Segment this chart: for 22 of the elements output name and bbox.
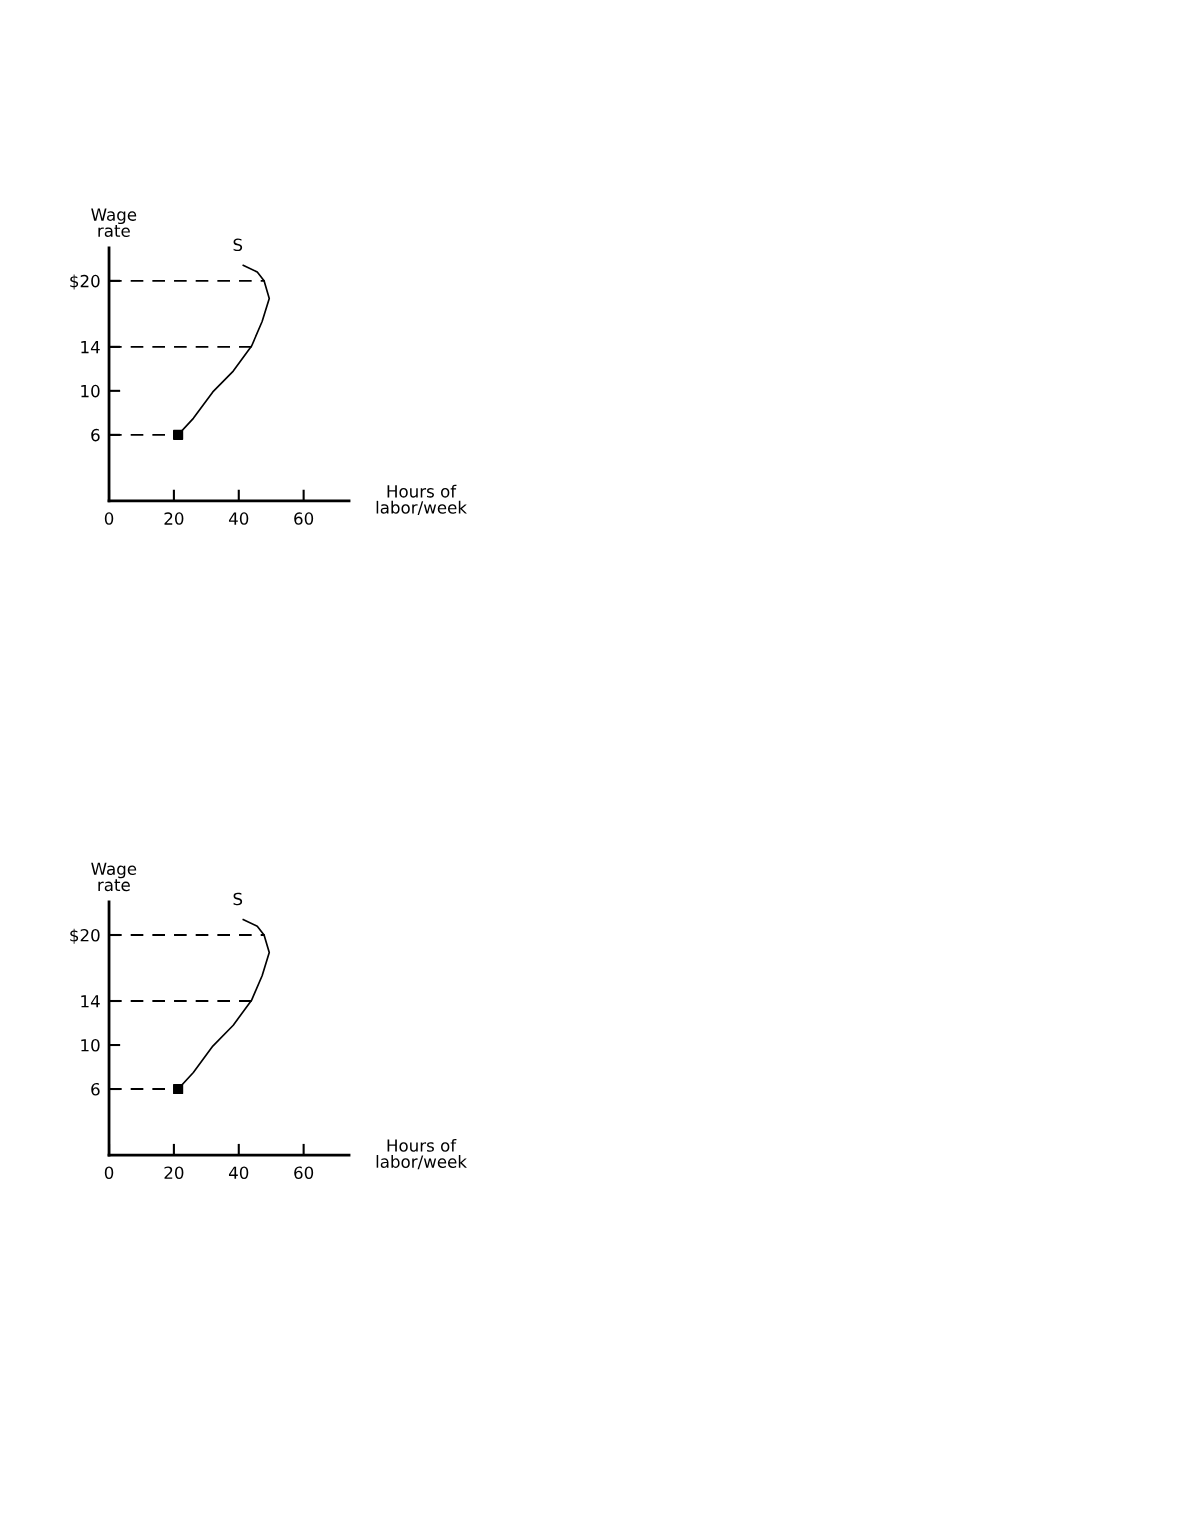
- y-axis-title: Wage rate: [91, 862, 137, 892]
- x-tick-label: 0: [104, 1166, 114, 1180]
- x-tick-label: 60: [294, 1166, 314, 1180]
- y-tick-label: 6: [91, 428, 100, 442]
- y-tick-label: $20: [70, 928, 100, 944]
- x-axis-title: Hours of labor/week: [376, 1138, 467, 1170]
- y-tick-label: 10: [81, 1038, 100, 1052]
- series-label: S: [233, 892, 243, 906]
- x-tick-label: 60: [294, 512, 314, 525]
- y-tick-label: 6: [91, 1082, 100, 1096]
- series-label: S: [233, 238, 243, 252]
- y-tick-label: 10: [81, 384, 100, 398]
- x-tick-label: 20: [164, 512, 184, 525]
- y-tick-label: 14: [81, 995, 100, 1008]
- y-tick-label: $20: [70, 274, 100, 290]
- x-tick-label: 20: [164, 1166, 184, 1180]
- y-tick-label: 14: [81, 341, 100, 354]
- x-tick-label: 40: [228, 1166, 249, 1180]
- x-tick-label: 40: [228, 512, 249, 525]
- x-axis-title: Hours of labor/week: [376, 484, 467, 516]
- y-axis-title: Wage rate: [91, 208, 137, 238]
- x-tick-label: 0: [104, 512, 114, 525]
